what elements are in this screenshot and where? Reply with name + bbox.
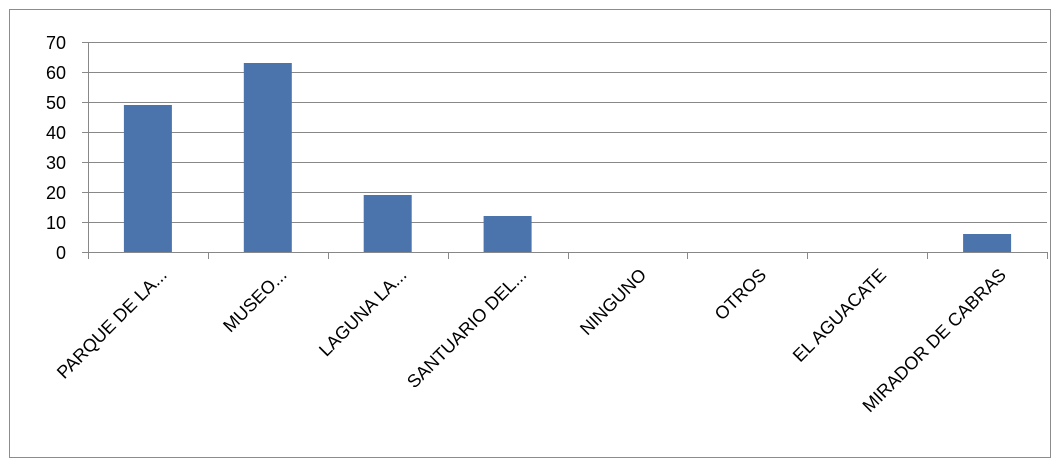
x-tick-labels: PARQUE DE LA... MUSEO... LAGUNA LA...SANTU…	[53, 265, 1010, 416]
bar	[483, 216, 532, 252]
x-tick-label: SANTUARIO DEL...	[403, 265, 530, 392]
y-tick-label: 30	[46, 153, 66, 173]
bar	[123, 105, 172, 252]
y-tick-label: 50	[46, 93, 66, 113]
y-tick-label: 70	[46, 33, 66, 53]
y-tick-label: 40	[46, 123, 66, 143]
x-tick-label: PARQUE DE LA...	[53, 265, 171, 383]
bar	[363, 195, 412, 252]
bar	[243, 63, 292, 252]
x-tick-label: EL AGUACATE	[789, 265, 890, 366]
y-tick-label: 60	[46, 63, 66, 83]
bars	[123, 63, 1012, 252]
x-tick-label: OTROS	[711, 265, 770, 324]
y-tick-label: 10	[46, 213, 66, 233]
bar	[963, 234, 1012, 252]
axes	[88, 42, 1048, 259]
x-tick-label: LAGUNA LA...	[315, 265, 411, 361]
y-tick-label: 20	[46, 183, 66, 203]
y-tick-label: 0	[56, 243, 66, 263]
gridlines	[82, 42, 1047, 253]
y-tick-labels: 0 10 20 30 40 50 60 70	[46, 33, 66, 263]
x-tick-label: MUSEO...	[219, 265, 290, 336]
x-tick-label: NINGUNO	[576, 265, 650, 339]
